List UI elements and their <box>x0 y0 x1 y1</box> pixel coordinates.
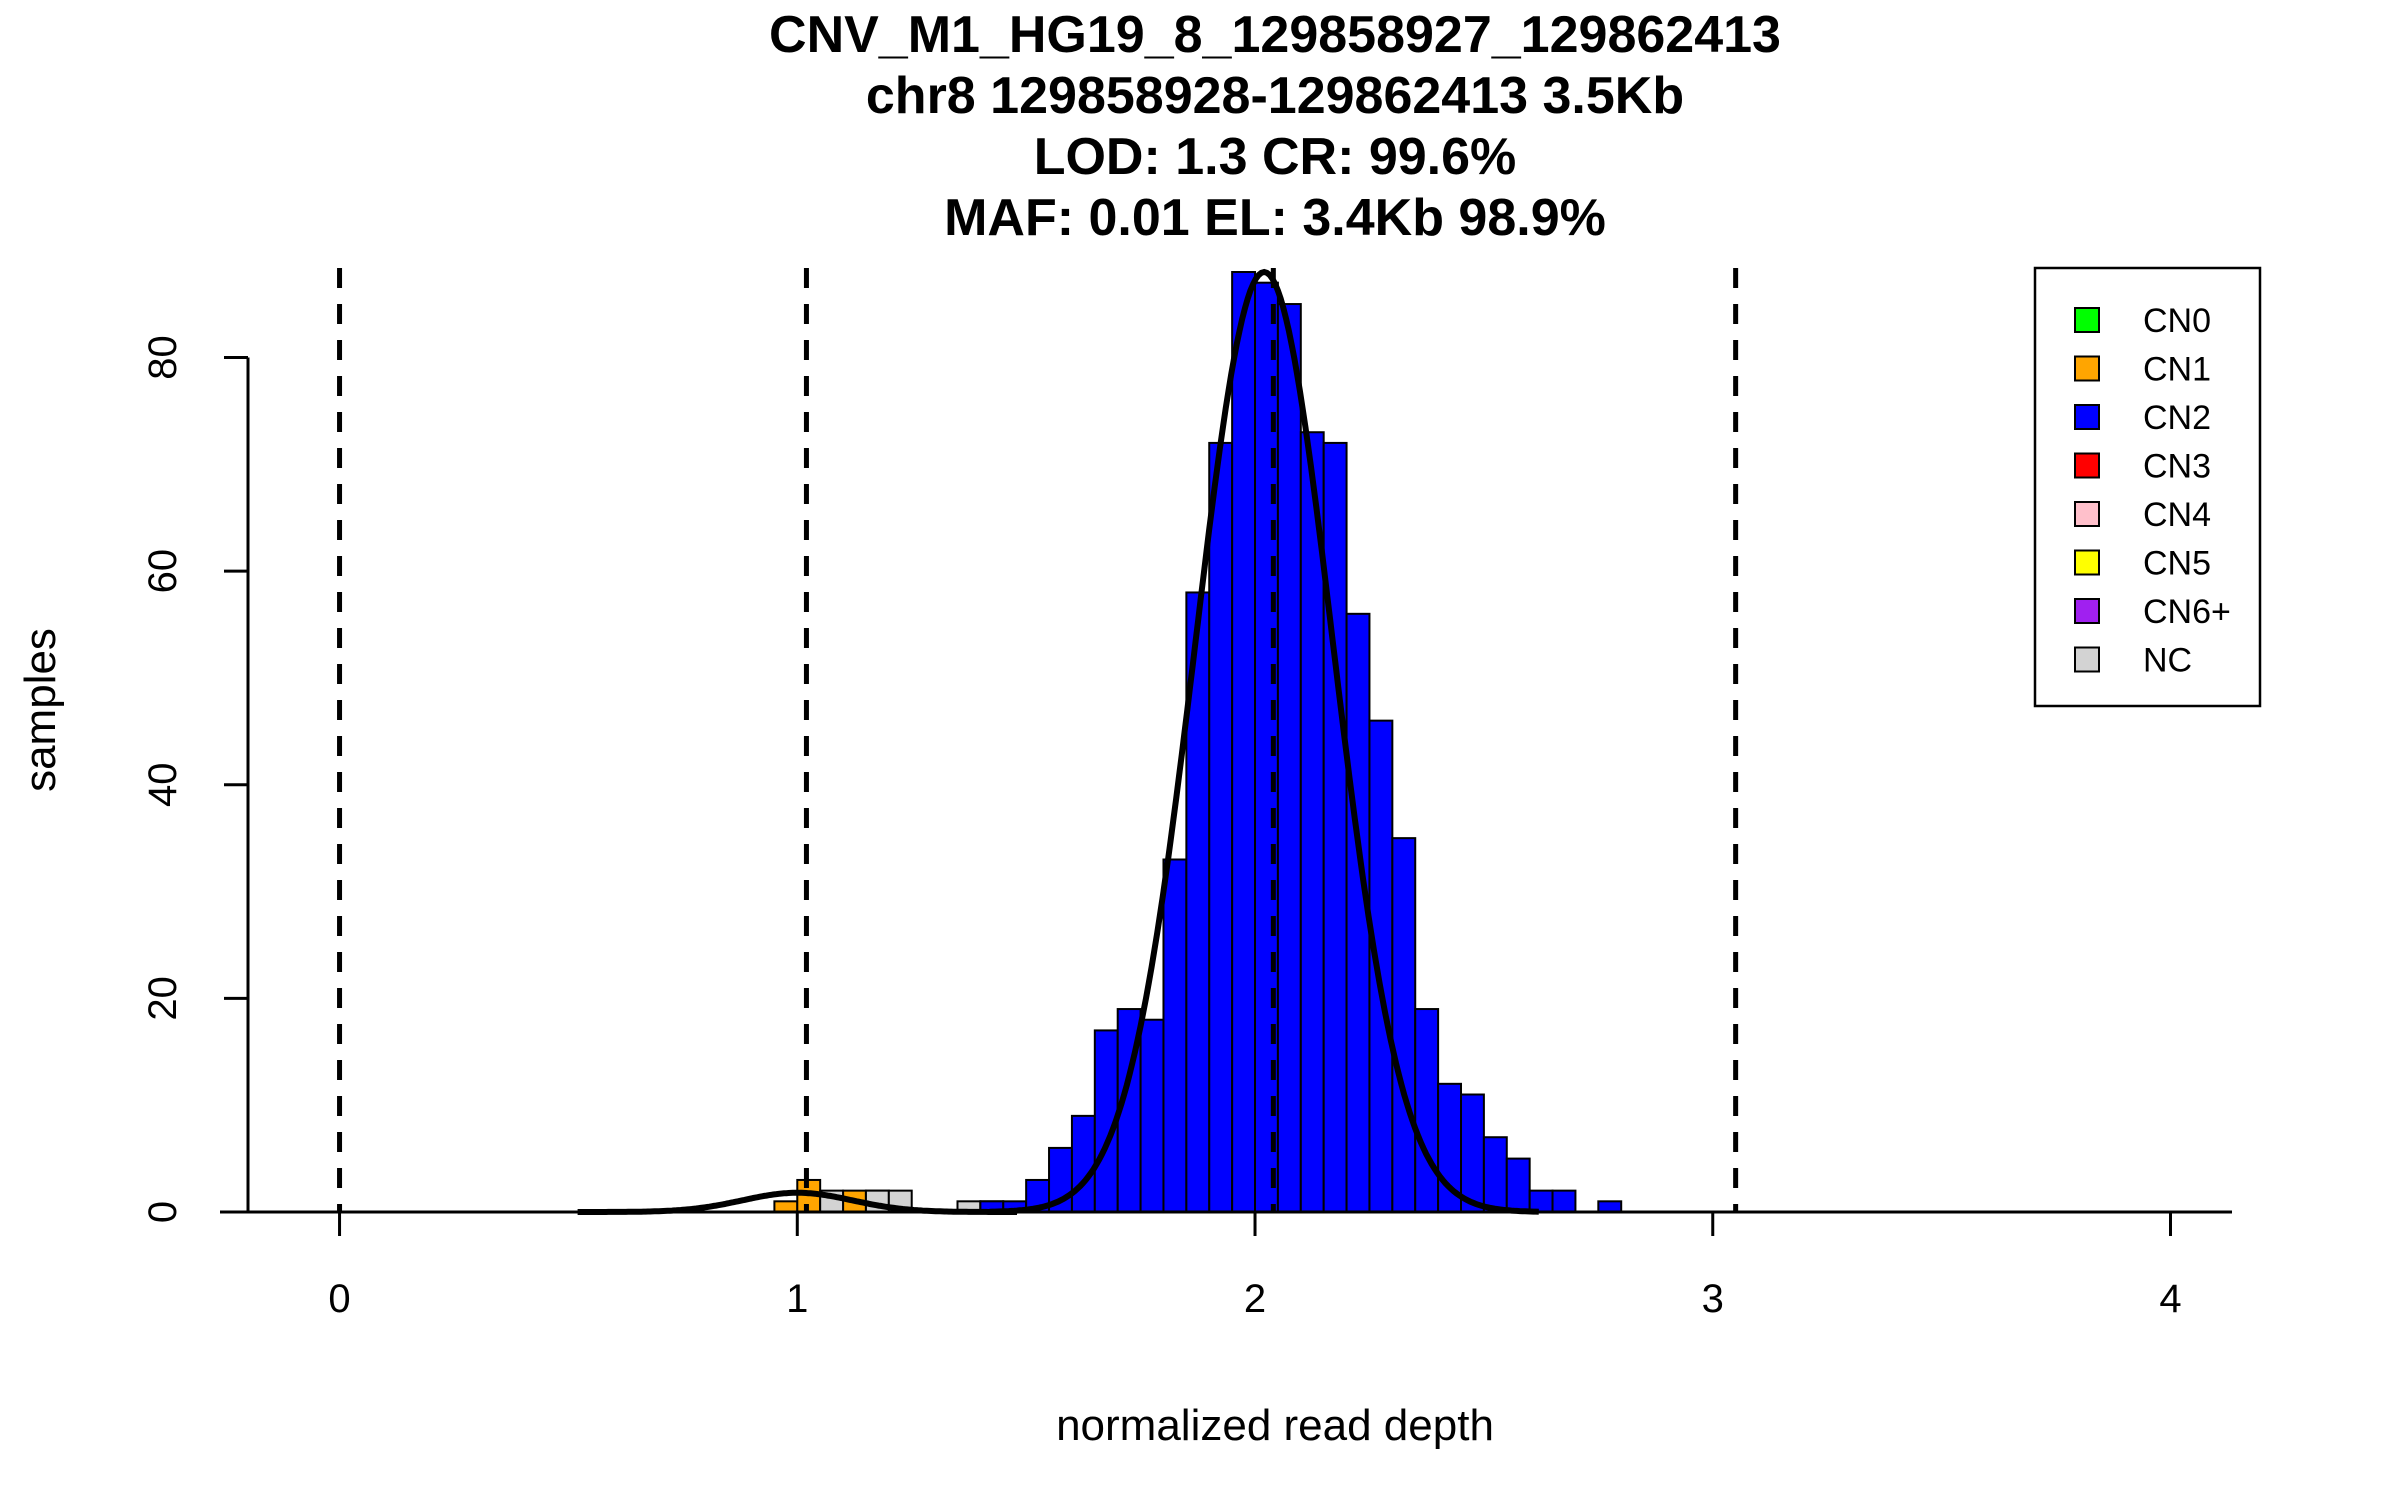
x-axis: 0 1 2 3 4 <box>220 1210 2232 1321</box>
legend-swatch-cn5 <box>2074 549 2100 576</box>
y-axis: 0 20 40 60 80 <box>141 335 250 1223</box>
bar-cn2-8 <box>1162 858 1188 1213</box>
legend-label-cn1: CN1 <box>2143 351 2211 389</box>
title-line-1: CNV_M1_HG19_8_129858927_129862413 <box>769 6 1781 64</box>
legend-swatch-cn6plus <box>2074 598 2100 624</box>
legend-label-nc: NC <box>2143 642 2192 680</box>
y-tick-label-1: 20 <box>141 976 185 1021</box>
bar-cn2-7 <box>1139 1018 1165 1214</box>
legend-label-cn5: CN5 <box>2143 545 2211 583</box>
bar-cn2-25 <box>1551 1189 1577 1213</box>
legend-swatch-nc <box>2074 646 2100 673</box>
fit-curve-0 <box>989 268 1539 1215</box>
bar-cn2-26 <box>1597 1200 1623 1214</box>
bar-cn2-15 <box>1322 441 1348 1213</box>
legend-box <box>2033 266 2262 708</box>
legend-swatch-cn2 <box>2074 404 2100 430</box>
bar-cn2-4 <box>1070 1114 1096 1214</box>
bar-cn2-18 <box>1391 837 1417 1213</box>
histogram-bars <box>248 271 2162 1214</box>
x-axis-label: normalized read depth <box>1056 1401 1494 1450</box>
bar-cn2-19 <box>1414 1008 1440 1214</box>
bar-cn2-13 <box>1276 303 1302 1213</box>
y-tick-label-0: 0 <box>141 1201 185 1223</box>
bar-cn2-23 <box>1505 1157 1531 1214</box>
legend-swatch-cn0 <box>2074 307 2100 333</box>
bar-cn2-21 <box>1460 1093 1485 1213</box>
bar-cn2-17 <box>1368 719 1394 1213</box>
legend-label-cn6plus: CN6+ <box>2143 593 2231 631</box>
x-tick-label-3: 3 <box>1702 1277 1724 1321</box>
chart-title: CNV_M1_HG19_8_129858927_129862413 chr8 1… <box>769 6 1781 247</box>
threshold-lines <box>337 268 1739 1212</box>
x-tick-label-1: 1 <box>786 1277 808 1321</box>
y-tick-label-2: 40 <box>141 762 185 807</box>
x-tick-label-4: 4 <box>2159 1277 2181 1321</box>
legend: CN0 CN1 CN2 CN3 CN4 CN5 CN6+ NC <box>2033 266 2262 708</box>
legend-label-cn4: CN4 <box>2143 496 2211 534</box>
y-tick-label-4: 80 <box>141 335 185 380</box>
legend-swatch-cn4 <box>2074 501 2100 527</box>
title-line-3: LOD: 1.3 CR: 99.6% <box>1034 128 1517 186</box>
y-axis-label: samples <box>16 628 65 792</box>
bar-cn1-0 <box>773 1200 799 1214</box>
x-tick-label-2: 2 <box>1244 1277 1266 1321</box>
bar-cn2-11 <box>1231 271 1257 1213</box>
title-line-2: chr8 129858928-129862413 3.5Kb <box>866 67 1684 125</box>
y-tick-label-3: 60 <box>141 549 185 594</box>
legend-swatch-cn3 <box>2074 452 2100 479</box>
bar-cn2-22 <box>1482 1136 1508 1214</box>
legend-label-cn0: CN0 <box>2143 302 2211 340</box>
legend-swatch-cn1 <box>2074 355 2100 382</box>
bar-cn2-10 <box>1208 441 1234 1213</box>
legend-label-cn2: CN2 <box>2143 399 2211 437</box>
title-line-4: MAF: 0.01 EL: 3.4Kb 98.9% <box>944 189 1606 247</box>
x-tick-label-0: 0 <box>328 1277 350 1321</box>
legend-label-cn3: CN3 <box>2143 448 2211 486</box>
